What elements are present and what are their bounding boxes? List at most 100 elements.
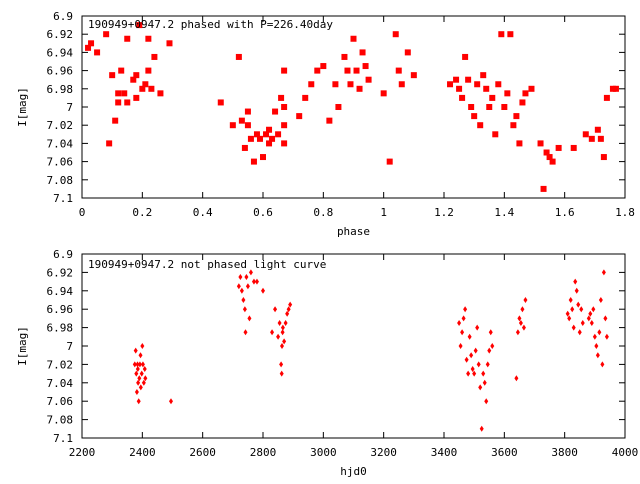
data-point (239, 287, 244, 294)
y-tick-label: 6.92 (47, 28, 74, 41)
data-point (235, 53, 242, 60)
data-point (143, 375, 148, 382)
data-point (507, 31, 514, 38)
data-point (458, 343, 463, 349)
data-point (573, 278, 578, 285)
data-point (256, 135, 263, 142)
data-point (460, 329, 465, 336)
data-point (595, 352, 600, 359)
data-point (588, 135, 595, 142)
data-point (124, 35, 131, 42)
data-point (134, 389, 139, 395)
data-point (521, 324, 526, 331)
data-point (136, 22, 143, 29)
data-point (241, 297, 246, 303)
data-point (279, 361, 284, 368)
data-point (453, 76, 460, 83)
data-point (543, 149, 550, 156)
x-tick-label: 4000 (612, 446, 639, 459)
plot-frame (81, 253, 626, 439)
y-tick-label: 6.9 (53, 10, 73, 23)
data-point (504, 90, 511, 97)
data-point (576, 301, 581, 308)
data-point (481, 370, 486, 377)
data-point (243, 329, 248, 336)
y-tick-label: 6.92 (47, 266, 74, 279)
data-point (94, 49, 101, 56)
data-point (520, 306, 525, 313)
data-point (463, 306, 468, 313)
y-tick-label: 6.9 (53, 248, 73, 261)
data-point (281, 104, 288, 110)
data-point (247, 135, 254, 142)
data-point (132, 361, 137, 368)
data-point (489, 94, 496, 101)
plot-frame (81, 15, 626, 199)
data-point (362, 63, 369, 70)
data-point (332, 81, 339, 88)
data-point (280, 324, 285, 331)
data-point (251, 278, 256, 285)
data-point (484, 398, 489, 405)
data-point (109, 72, 116, 79)
data-point (609, 85, 616, 92)
y-tick-label: 7.1 (53, 192, 73, 205)
data-point (555, 144, 562, 151)
data-point (570, 144, 577, 151)
y-tick-label: 7.08 (47, 174, 74, 187)
y-tick-label: 7.02 (47, 119, 74, 132)
y-tick-label: 7.02 (47, 358, 74, 371)
data-point (276, 333, 281, 340)
plot-title: 190949+0947.2 phased with P=226.40day (88, 18, 333, 31)
data-point (281, 140, 288, 147)
data-point (582, 131, 589, 138)
data-point (135, 366, 140, 372)
data-point (474, 81, 481, 88)
data-point (320, 63, 327, 70)
y-tick-label: 7.04 (47, 377, 74, 390)
data-point (308, 81, 315, 88)
data-point (465, 76, 472, 83)
data-point (341, 53, 348, 60)
data-point (347, 81, 354, 88)
data-point (600, 361, 605, 368)
data-point (244, 108, 251, 115)
data-point (281, 67, 288, 74)
data-point (404, 49, 411, 56)
data-point (577, 329, 582, 336)
data-point (130, 76, 137, 83)
data-point (471, 113, 478, 120)
y-tick-label: 7.06 (47, 395, 74, 408)
x-axis-label: phase (337, 225, 370, 238)
data-point (314, 67, 321, 74)
x-tick-label: 3600 (491, 446, 518, 459)
data-point (139, 370, 144, 377)
data-point (523, 297, 528, 303)
data-point (488, 329, 493, 336)
data-point (579, 306, 584, 313)
data-point (270, 329, 275, 336)
data-point (591, 306, 596, 313)
data-point (141, 379, 146, 386)
data-point (589, 320, 594, 326)
data-point (472, 370, 477, 377)
plot-title: 190949+0947.2 not phased light curve (88, 258, 326, 271)
data-point (136, 398, 141, 405)
data-point (594, 126, 601, 133)
data-point (282, 338, 287, 345)
data-point (285, 310, 290, 317)
data-point (580, 320, 585, 326)
axis-ticks (81, 15, 626, 199)
y-tick-label: 7.08 (47, 414, 74, 427)
data-point (568, 297, 573, 303)
data-point (598, 297, 603, 303)
data-point (479, 425, 484, 432)
data-point (468, 104, 475, 110)
x-tick-label: 2600 (189, 446, 216, 459)
data-point (247, 315, 252, 322)
data-point (335, 104, 342, 110)
data-point (88, 40, 95, 47)
data-point (115, 99, 122, 106)
data-point (537, 140, 544, 147)
